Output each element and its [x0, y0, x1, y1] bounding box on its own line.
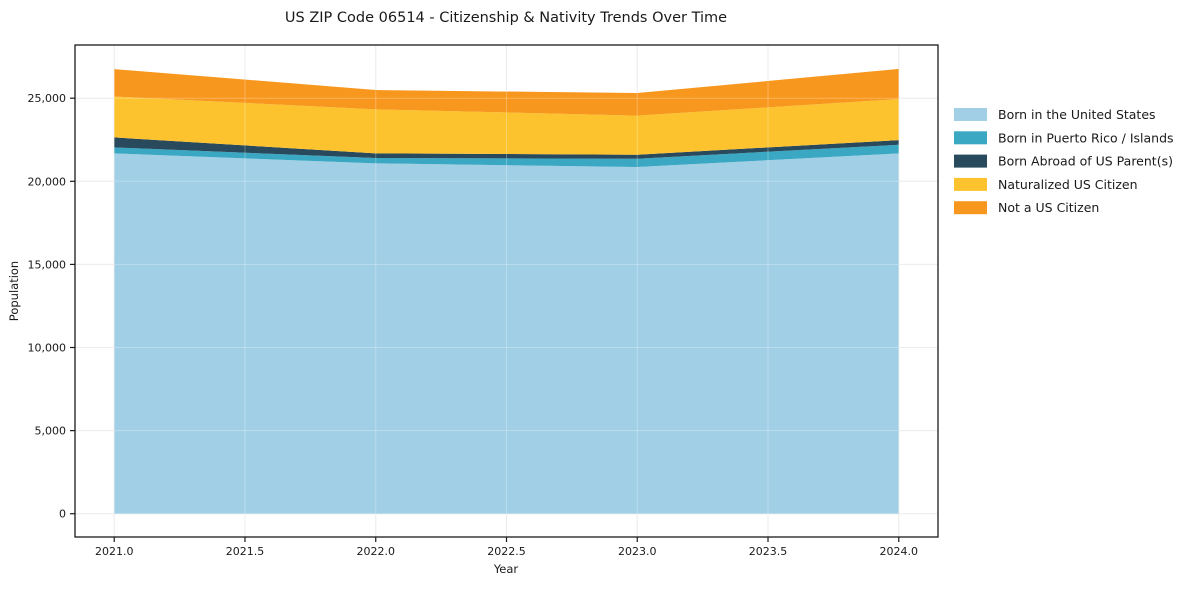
- axis-ticks: [70, 97, 900, 542]
- x-tick-label: 2021.0: [95, 545, 134, 558]
- y-tick-label: 25,000: [28, 92, 67, 105]
- legend-swatch: [954, 177, 987, 191]
- x-tick-label: 2023.0: [618, 545, 657, 558]
- y-tick-label: 5,000: [35, 425, 67, 438]
- x-axis-label: Year: [493, 562, 519, 576]
- y-tick-label: 20,000: [28, 175, 67, 188]
- area-born-abroad-of-us-parent-s: [114, 137, 899, 159]
- y-tick-label: 10,000: [28, 342, 67, 355]
- x-tick-label: 2024.0: [880, 545, 919, 558]
- area-born-in-the-united-states: [114, 153, 899, 514]
- area-born-in-puerto-rico-islands: [114, 144, 899, 168]
- legend-swatch: [954, 108, 987, 121]
- stacked-areas: [114, 68, 899, 514]
- legend-swatch: [954, 154, 987, 168]
- legend-item-born-abroad-of-us-parent-s: Born Abroad of US Parent(s): [954, 154, 1173, 169]
- legend-item-born-in-the-united-states: Born in the United States: [954, 107, 1156, 122]
- gridlines-overlay: [75, 45, 938, 537]
- y-tick-label: 15,000: [28, 258, 67, 271]
- legend-item-born-in-puerto-rico-islands: Born in Puerto Rico / Islands: [954, 130, 1174, 145]
- y-axis-label: Population: [7, 261, 21, 321]
- legend-label: Not a US Citizen: [998, 200, 1099, 215]
- legend-item-not-a-us-citizen: Not a US Citizen: [954, 200, 1099, 215]
- x-tick-label: 2022.5: [487, 545, 526, 558]
- area-not-a-us-citizen: [114, 68, 899, 116]
- tick-labels: 0 5,000 10,000 15,000 20,000 25,000 2021.0 2021…: [28, 92, 919, 558]
- legend-label: Born Abroad of US Parent(s): [998, 154, 1173, 169]
- x-tick-label: 2023.5: [749, 545, 788, 558]
- legend-label: Born in the United States: [998, 107, 1156, 122]
- legend-item-naturalized-us-citizen: Naturalized US Citizen: [954, 177, 1138, 192]
- legend-label: Naturalized US Citizen: [998, 177, 1138, 192]
- legend-swatch: [954, 131, 987, 145]
- legend-swatch: [954, 201, 987, 215]
- legend-label: Born in Puerto Rico / Islands: [998, 130, 1174, 145]
- area-naturalized-us-citizen: [114, 96, 899, 155]
- x-tick-label: 2021.5: [226, 545, 265, 558]
- y-tick-label: 0: [59, 508, 66, 521]
- x-tick-label: 2022.0: [356, 545, 395, 558]
- legend: Born in the United States Born in Puerto …: [954, 107, 1174, 215]
- chart-title: US ZIP Code 06514 - Citizenship & Nativi…: [285, 10, 727, 26]
